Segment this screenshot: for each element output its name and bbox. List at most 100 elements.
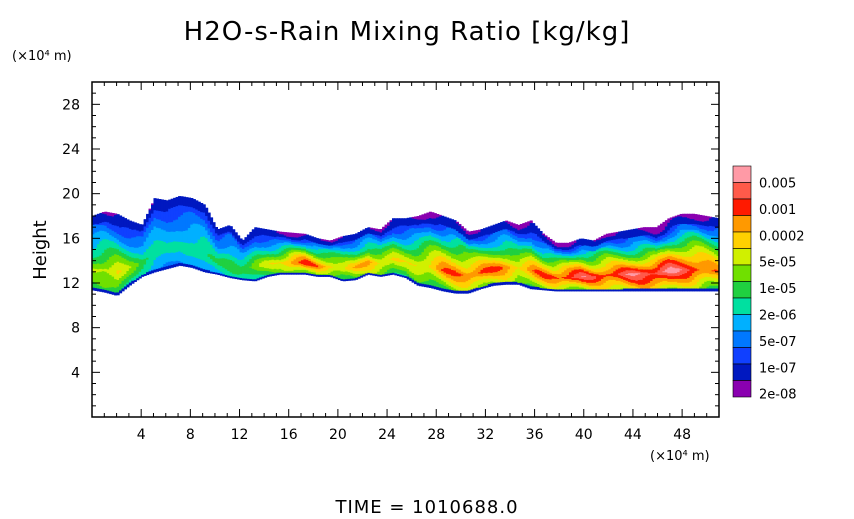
- field-cell: [266, 260, 270, 263]
- field-cell: [116, 220, 120, 223]
- field-cell: [249, 259, 253, 262]
- field-cell: [153, 259, 157, 261]
- field-cell: [168, 216, 172, 219]
- field-cell: [138, 248, 142, 250]
- field-cell: [192, 199, 196, 201]
- y-axis-label: Height: [30, 220, 51, 280]
- field-cell: [123, 247, 128, 250]
- field-cell: [94, 263, 98, 266]
- field-cell: [254, 276, 258, 279]
- field-cell: [94, 270, 98, 272]
- field-cell: [251, 273, 255, 276]
- field-cell: [195, 245, 199, 247]
- field-cell: [187, 223, 191, 226]
- field-cell: [109, 263, 113, 266]
- field-cell: [207, 259, 211, 261]
- field-cell: [266, 239, 270, 242]
- field-cell: [227, 225, 231, 228]
- field-cell: [121, 257, 125, 259]
- field-cell: [229, 230, 233, 233]
- field-cell: [114, 255, 118, 258]
- field-cell: [182, 264, 187, 267]
- field-cell: [126, 259, 130, 262]
- field-cell: [119, 263, 123, 265]
- field-cell: [138, 274, 142, 276]
- field-cell: [170, 212, 174, 215]
- field-cell: [195, 256, 199, 259]
- field-cell: [101, 276, 105, 278]
- field-cell: [210, 239, 214, 241]
- field-cell: [131, 227, 135, 229]
- field-cell: [155, 266, 159, 268]
- field-cell: [101, 253, 105, 255]
- field-cell: [104, 290, 108, 292]
- field-cell: [281, 270, 285, 272]
- field-cell: [163, 204, 167, 207]
- field-cell: [237, 247, 241, 250]
- field-cell: [202, 241, 206, 244]
- field-cell: [123, 272, 128, 275]
- field-cell: [254, 236, 258, 239]
- field-cell: [158, 223, 162, 226]
- field-cell: [244, 252, 248, 254]
- field-cell: [269, 249, 273, 252]
- field-cell: [153, 235, 157, 238]
- field-cell: [146, 217, 150, 220]
- field-cell: [106, 215, 110, 217]
- field-cell: [114, 270, 118, 273]
- field-cell: [101, 252, 105, 254]
- field-cell: [259, 257, 263, 260]
- field-cell: [111, 241, 115, 244]
- field-cell: [121, 284, 125, 287]
- field-cell: [114, 241, 118, 243]
- field-cell: [119, 250, 123, 253]
- field-cell: [126, 248, 130, 250]
- field-cell: [126, 229, 130, 231]
- field-cell: [251, 246, 255, 248]
- field-cell: [173, 236, 177, 239]
- field-cell: [190, 262, 194, 264]
- field-cell: [205, 243, 209, 245]
- field-cell: [151, 241, 155, 244]
- field-cell: [155, 265, 159, 267]
- field-cell: [123, 232, 128, 234]
- field-cell: [109, 229, 113, 232]
- field-cell: [155, 219, 159, 222]
- field-cell: [237, 252, 241, 254]
- field-cell: [212, 251, 216, 254]
- field-cell: [151, 271, 155, 274]
- field-cell: [99, 287, 103, 289]
- field-cell: [264, 272, 268, 274]
- field-cell: [237, 249, 241, 252]
- field-cell: [114, 285, 118, 287]
- field-cell: [182, 218, 187, 221]
- field-cell: [138, 244, 142, 246]
- field-cell: [92, 233, 96, 236]
- field-cell: [210, 261, 214, 264]
- field-cell: [155, 203, 159, 205]
- field-cell: [200, 258, 204, 260]
- field-cell: [197, 263, 201, 266]
- field-cell: [106, 241, 110, 244]
- field-cell: [185, 254, 189, 257]
- field-cell: [244, 265, 248, 268]
- field-cell: [143, 253, 147, 255]
- field-cell: [234, 254, 238, 256]
- field-cell: [227, 264, 231, 267]
- field-cell: [104, 269, 108, 271]
- field-cell: [158, 266, 162, 269]
- field-cell: [131, 273, 135, 276]
- field-cell: [106, 271, 110, 274]
- field-cell: [146, 251, 150, 253]
- field-cell: [278, 232, 282, 235]
- field-cell: [254, 248, 258, 250]
- field-cell: [160, 253, 164, 256]
- field-cell: [168, 240, 172, 243]
- field-cell: [96, 256, 100, 258]
- field-cell: [241, 240, 246, 243]
- field-cell: [192, 257, 196, 260]
- field-cell: [143, 257, 147, 259]
- field-cell: [104, 214, 108, 217]
- field-cell: [249, 261, 253, 263]
- field-cell: [261, 264, 265, 267]
